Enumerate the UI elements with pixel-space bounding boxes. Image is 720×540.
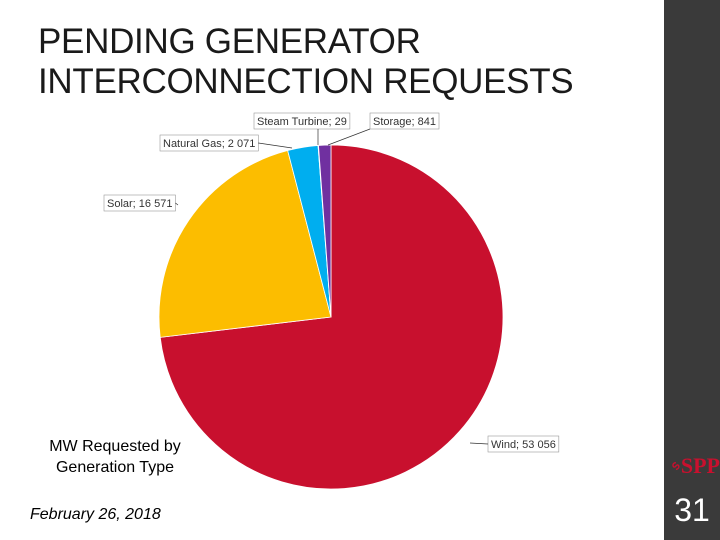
svg-text:Steam Turbine; 29: Steam Turbine; 29 [257, 116, 347, 128]
slice-label-solar: Solar; 16 571 [103, 194, 179, 212]
sidebar-bar [664, 0, 720, 540]
spp-logo: SPP [672, 452, 720, 480]
slide-title: PENDING GENERATOR INTERCONNECTION REQUES… [38, 22, 638, 102]
logo-text: SPP [680, 453, 720, 478]
logo-mark-icon [672, 461, 680, 471]
pie-slice-solar [158, 150, 332, 338]
slice-label-storage: Storage; 841 [327, 112, 440, 146]
slice-label-steam-turbine: Steam Turbine; 29 [253, 112, 351, 145]
slice-label-natural-gas: Natural Gas; 2 071 [159, 134, 293, 152]
pie-chart: Wind; 53 056 Solar; 16 571 Natural Gas; 2 … [103, 112, 560, 490]
svg-text:Natural Gas; 2 071: Natural Gas; 2 071 [163, 138, 255, 150]
caption-line-1: MW Requested by [49, 438, 181, 455]
page-number: 31 [674, 492, 710, 528]
pie-slice-storage [318, 144, 332, 318]
chart-caption: MW Requested by Generation Type [20, 436, 210, 478]
pie-slice-wind [159, 144, 504, 490]
title-line-1: PENDING GENERATOR [38, 22, 421, 61]
svg-text:Wind; 53 056: Wind; 53 056 [491, 439, 556, 451]
svg-text:Storage; 841: Storage; 841 [373, 116, 436, 128]
slice-label-wind: Wind; 53 056 [469, 435, 560, 453]
title-line-2: INTERCONNECTION REQUESTS [38, 62, 574, 101]
caption-line-2: Generation Type [55, 459, 174, 476]
svg-text:Solar; 16 571: Solar; 16 571 [107, 198, 172, 210]
slide-date: February 26, 2018 [30, 506, 161, 523]
